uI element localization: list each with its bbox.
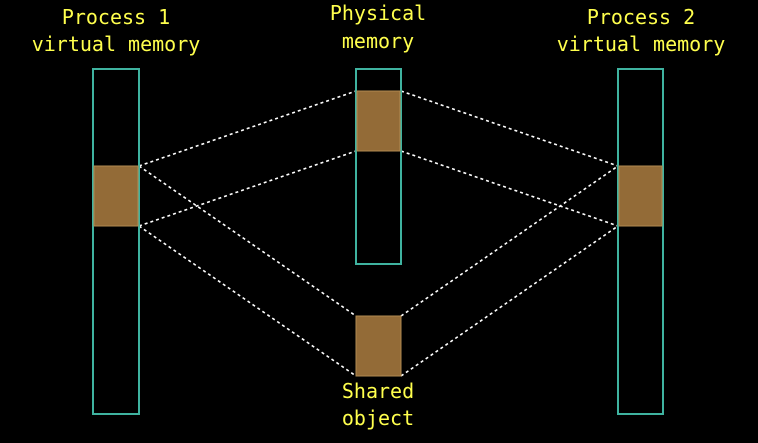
process2-heading: Process 2 virtual memory bbox=[557, 5, 726, 56]
physical-memory-heading-line1: Physical bbox=[330, 1, 426, 25]
mapping-line-p1-bottom-to-physical bbox=[138, 150, 357, 227]
process2-heading-line2: virtual memory bbox=[557, 32, 726, 56]
process2-virtual-memory bbox=[617, 68, 664, 415]
shared-object-label-line1: Shared bbox=[342, 379, 414, 403]
physical-memory-shared-region bbox=[356, 90, 401, 152]
mapping-line-shared-bottom-to-p2 bbox=[400, 225, 619, 377]
process2-shared-region bbox=[618, 165, 663, 227]
process1-heading-line2: virtual memory bbox=[32, 32, 201, 56]
process1-heading-line1: Process 1 bbox=[62, 5, 170, 29]
shared-object-block bbox=[355, 315, 402, 377]
process1-heading: Process 1 virtual memory bbox=[32, 5, 201, 56]
process1-virtual-memory bbox=[92, 68, 140, 415]
physical-memory-heading: Physical memory bbox=[330, 1, 426, 53]
mapping-line-p1-top-to-physical bbox=[138, 90, 357, 167]
mapping-line-shared-top-to-p2 bbox=[400, 165, 619, 317]
shared-object-label-line2: object bbox=[342, 406, 414, 430]
shared-object: Shared object bbox=[342, 315, 414, 430]
process2-memory-column bbox=[617, 68, 664, 415]
process1-shared-region bbox=[93, 165, 139, 227]
physical-memory bbox=[355, 68, 402, 265]
physical-memory-heading-line2: memory bbox=[342, 29, 414, 53]
mapping-line-physical-top-to-p2 bbox=[400, 90, 619, 167]
process2-heading-line1: Process 2 bbox=[587, 5, 695, 29]
mapping-line-p1-bottom-to-shared bbox=[138, 225, 357, 377]
mapping-lines bbox=[138, 90, 619, 377]
mapping-line-p1-top-to-shared bbox=[138, 165, 357, 317]
physical-memory-column bbox=[355, 68, 402, 265]
mapping-line-physical-bottom-to-p2 bbox=[400, 150, 619, 227]
process1-memory-column bbox=[92, 68, 140, 415]
